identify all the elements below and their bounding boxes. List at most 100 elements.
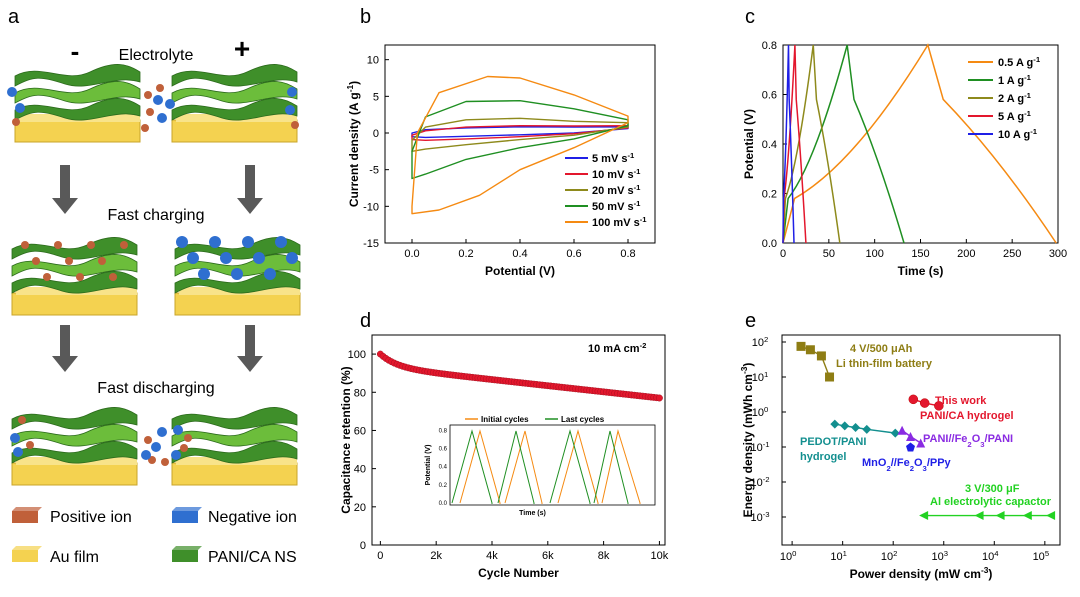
electrode-mid-right xyxy=(174,236,301,316)
e-x-tick-label: 105 xyxy=(1033,549,1050,564)
c-x-tick-label: 100 xyxy=(865,248,883,260)
c-x-tick-label: 50 xyxy=(823,248,835,260)
negative-ion-swatch xyxy=(172,511,198,523)
c-series-4 xyxy=(782,44,795,244)
negative-ion xyxy=(157,113,167,123)
pani-ca-sheet xyxy=(11,441,138,464)
b-legend-label-0: 5 mV s-1 xyxy=(592,151,635,166)
panel-label-a: a xyxy=(8,6,20,28)
d-inset-initial-cycle xyxy=(459,429,501,504)
d-x-axis-label: Cycle Number xyxy=(478,566,559,580)
d-inset-legend-label-1: Last cycles xyxy=(561,415,605,424)
b-y-tick-label: -10 xyxy=(363,201,379,213)
pani-ca-sheet xyxy=(171,81,298,104)
c-y-tick-label: 0.2 xyxy=(762,189,777,201)
negative-ion xyxy=(15,103,25,113)
c-legend-label-2: 2 A g-1 xyxy=(998,91,1032,106)
b-series-1 xyxy=(411,125,629,141)
d-inset-legend-label-0: Initial cycles xyxy=(481,415,529,424)
e-label-li-1: 4 V/500 μAh xyxy=(850,343,913,355)
negative-ion xyxy=(275,236,287,248)
e-data-point-2 xyxy=(840,421,850,431)
au-film xyxy=(171,119,298,143)
negative-ion xyxy=(187,252,199,264)
b-y-tick-label: 5 xyxy=(373,91,379,103)
negative-ion xyxy=(176,236,188,248)
positive-ion xyxy=(184,434,192,442)
negative-ion xyxy=(264,268,276,280)
c-x-axis-label: Time (s) xyxy=(898,264,944,278)
au-film-swatch-top xyxy=(12,546,42,550)
c-y-tick-label: 0.0 xyxy=(762,238,777,250)
e-data-point-1 xyxy=(919,398,930,408)
e-data-point-5 xyxy=(919,511,929,521)
negative-ion xyxy=(157,427,167,437)
fast-discharging-label: Fast discharging xyxy=(97,380,214,397)
e-y-tick-label: 100 xyxy=(752,405,769,420)
pani-ca-sheet xyxy=(14,81,141,104)
e-x-tick-label: 100 xyxy=(780,549,797,564)
d-inset-x-axis-label: Time (s) xyxy=(519,510,546,517)
positive-ion xyxy=(161,458,169,466)
c-x-tick-label: 0 xyxy=(780,248,786,260)
d-y-tick-label: 40 xyxy=(354,464,366,476)
panel-label-c: c xyxy=(745,6,755,28)
arrow-shaft xyxy=(60,165,70,200)
e-label-al-2: Al electrolytic capactor xyxy=(930,496,1052,508)
pani-ca-ns-swatch xyxy=(172,550,198,562)
e-x-tick-label: 102 xyxy=(881,549,898,564)
positive-ion xyxy=(156,84,164,92)
panel-d-cycling-chart: 0 2k 4k 6k 8k 10k 0 20 40 60 80 100 Cycle Number Capa… xyxy=(339,334,669,580)
au-film xyxy=(11,292,138,316)
positive-ion-swatch-top xyxy=(12,507,42,511)
legend-pani-ca-ns: PANI/CA NS xyxy=(208,549,297,566)
pani-ca-sheet xyxy=(171,407,298,430)
panel-a-schematic: - + Electrolyte Fast charging Fast dischargi… xyxy=(7,33,301,566)
down-arrow-icon xyxy=(237,198,263,214)
au-film xyxy=(11,462,138,486)
d-inset-initial-cycle xyxy=(601,429,641,504)
legend-au-film: Au film xyxy=(50,549,99,566)
negative-ion xyxy=(253,252,265,264)
e-data-point-0 xyxy=(825,372,835,382)
electrode-top-right xyxy=(171,64,299,143)
d-inset-y-tick-label: 0.4 xyxy=(439,465,448,471)
d-x-tick-label: 2k xyxy=(430,550,442,562)
c-x-tick-label: 300 xyxy=(1049,248,1067,260)
negative-ion xyxy=(10,433,20,443)
e-label-li-2: Li thin-film battery xyxy=(836,358,933,370)
positive-ion xyxy=(291,121,299,129)
e-label-pedot-2: hydrogel xyxy=(800,451,846,463)
electrode-mid-left xyxy=(11,237,138,316)
d-inset-y-tick-label: 0.6 xyxy=(439,446,448,452)
e-data-point-0 xyxy=(796,341,806,351)
d-inset-y-tick-label: 0.2 xyxy=(439,483,448,489)
b-series-3 xyxy=(411,100,629,180)
e-label-this-work-2: PANI/CA hydrogel xyxy=(920,410,1014,422)
down-arrow-icon xyxy=(52,198,78,214)
c-legend-label-0: 0.5 A g-1 xyxy=(998,55,1041,70)
d-data-point xyxy=(655,394,663,402)
positive-ion xyxy=(120,241,128,249)
b-x-tick-label: 0.6 xyxy=(566,248,581,260)
b-y-tick-label: -15 xyxy=(363,238,379,250)
d-inset-last-cycle xyxy=(593,430,629,504)
positive-ion xyxy=(144,91,152,99)
positive-ion xyxy=(32,257,40,265)
d-inset-y-tick-label: 0.8 xyxy=(439,428,448,434)
e-data-point-5 xyxy=(1022,511,1032,521)
pani-ca-sheet xyxy=(11,424,138,447)
e-x-tick-label: 104 xyxy=(982,549,999,564)
negative-ion xyxy=(171,450,181,460)
d-y-tick-label: 0 xyxy=(360,540,366,552)
e-data-point-3 xyxy=(897,425,907,435)
b-plot-frame xyxy=(384,44,656,244)
d-inset-frame xyxy=(449,424,656,506)
positive-ion xyxy=(54,241,62,249)
positive-ion xyxy=(146,108,154,116)
d-plot-frame xyxy=(371,334,666,546)
e-data-point-1 xyxy=(908,394,919,405)
b-x-tick-label: 0.2 xyxy=(458,248,473,260)
positive-ion xyxy=(21,241,29,249)
e-plot-frame xyxy=(781,334,1061,546)
